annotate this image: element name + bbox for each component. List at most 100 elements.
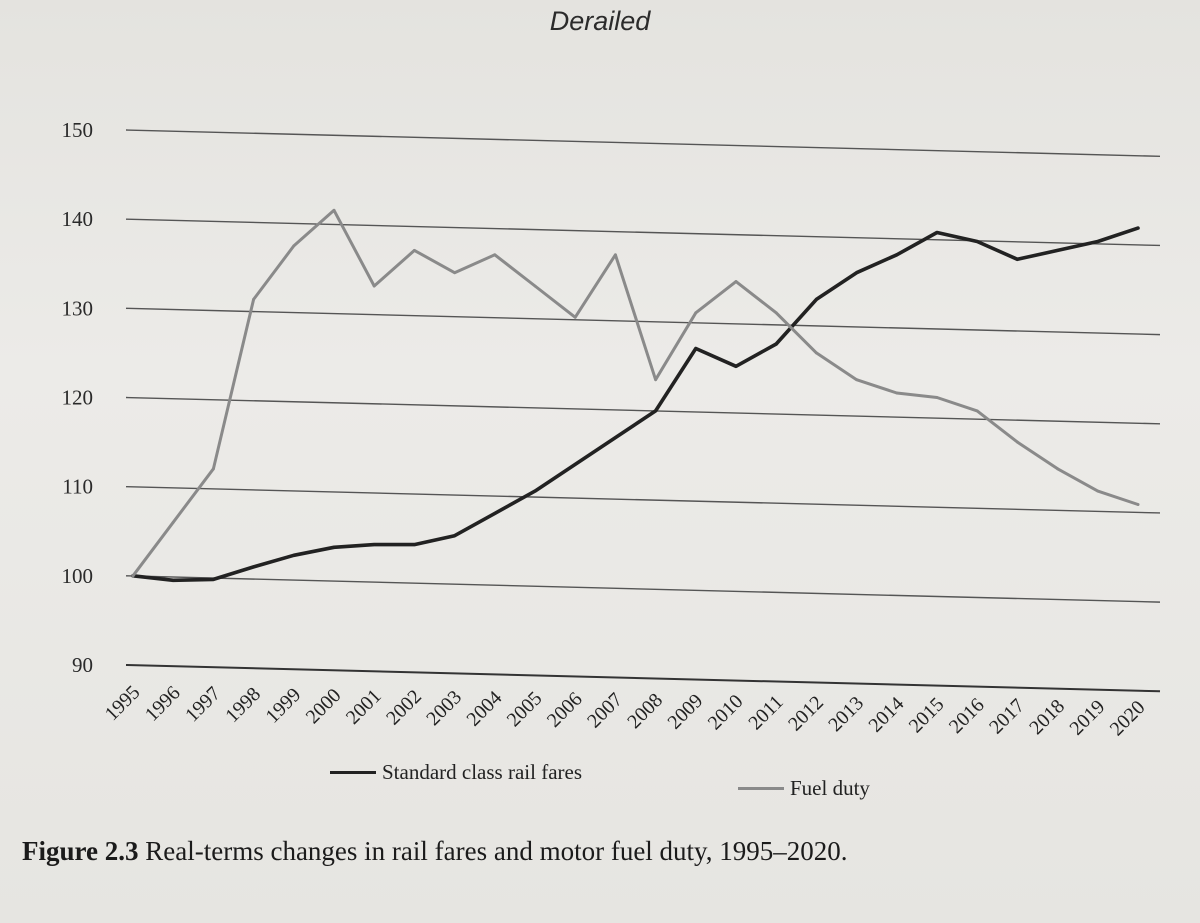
x-tick-label: 2016 <box>945 694 989 738</box>
legend-swatch-rail-fares <box>330 771 376 774</box>
gridline-150 <box>125 129 1161 157</box>
data-point-fuel-duty <box>1056 467 1059 471</box>
x-tick-label: 2004 <box>462 687 506 731</box>
data-point-fuel-duty <box>1016 440 1019 444</box>
data-point-rail-fares <box>212 578 215 581</box>
data-point-rail-fares <box>372 543 376 547</box>
data-point-rail-fares <box>815 298 818 301</box>
x-tick-label: 2005 <box>503 687 547 731</box>
data-point-fuel-duty <box>694 311 698 315</box>
y-tick-label: 150 <box>62 118 94 142</box>
gridline-110 <box>125 485 1161 514</box>
data-point-fuel-duty <box>573 315 577 319</box>
gridline-90 <box>125 664 1161 693</box>
data-point-rail-fares <box>654 409 657 413</box>
gridline-100 <box>125 575 1161 603</box>
data-point-rail-fares <box>774 342 778 346</box>
data-point-rail-fares <box>975 240 979 243</box>
data-point-rail-fares <box>573 462 577 466</box>
data-point-rail-fares <box>1016 257 1019 261</box>
y-tick-label: 140 <box>62 207 94 231</box>
x-axis-ticks: 1995199619971998199920002001200220032004… <box>101 681 1150 740</box>
x-tick-label: 1999 <box>261 684 305 728</box>
x-tick-label: 2006 <box>543 688 587 732</box>
x-tick-label: 2001 <box>342 685 386 729</box>
x-tick-label: 2019 <box>1065 696 1109 740</box>
data-point-rail-fares <box>292 553 296 557</box>
data-point-fuel-duty <box>332 208 336 212</box>
x-tick-label: 2007 <box>583 689 627 733</box>
series-line-rail-fares <box>131 226 1140 583</box>
x-tick-label: 2013 <box>824 692 868 736</box>
x-tick-label: 1995 <box>101 681 145 725</box>
x-tick-label: 2002 <box>382 686 426 730</box>
data-point-fuel-duty <box>453 271 456 275</box>
data-point-fuel-duty <box>131 574 135 578</box>
x-tick-label: 1997 <box>181 683 225 727</box>
figure-caption: Figure 2.3 Real-terms changes in rail fa… <box>22 836 848 867</box>
data-point-rail-fares <box>855 271 858 275</box>
x-tick-label: 2018 <box>1025 695 1069 739</box>
data-point-fuel-duty <box>252 298 256 301</box>
data-point-rail-fares <box>694 347 698 350</box>
data-point-rail-fares <box>413 543 416 547</box>
y-tick-label: 90 <box>72 653 93 677</box>
data-point-fuel-duty <box>292 244 296 248</box>
data-point-fuel-duty <box>533 284 537 288</box>
data-point-fuel-duty <box>413 248 416 252</box>
x-tick-label: 2012 <box>784 692 828 736</box>
data-point-rail-fares <box>935 231 939 234</box>
data-point-rail-fares <box>1096 240 1100 243</box>
data-point-rail-fares <box>453 534 456 538</box>
x-tick-label: 2003 <box>422 686 466 730</box>
data-point-rail-fares <box>252 565 256 569</box>
y-tick-label: 120 <box>62 386 94 410</box>
x-tick-label: 2008 <box>623 689 667 733</box>
y-tick-label: 100 <box>62 564 94 588</box>
data-point-fuel-duty <box>975 409 979 413</box>
y-tick-label: 110 <box>62 475 93 499</box>
data-point-fuel-duty <box>895 391 899 395</box>
data-point-fuel-duty <box>855 378 858 382</box>
data-point-rail-fares <box>171 578 175 582</box>
data-point-fuel-duty <box>1136 503 1140 506</box>
data-point-fuel-duty <box>935 396 939 399</box>
x-tick-label: 2015 <box>905 693 949 737</box>
data-point-rail-fares <box>493 512 497 515</box>
data-point-fuel-duty <box>734 280 738 283</box>
data-point-rail-fares <box>895 253 899 257</box>
x-tick-label: 2011 <box>744 691 787 734</box>
data-point-fuel-duty <box>493 253 497 257</box>
x-tick-label: 2017 <box>985 695 1029 739</box>
data-point-rail-fares <box>533 489 537 493</box>
running-head: Derailed <box>549 6 651 36</box>
data-point-fuel-duty <box>171 520 175 524</box>
data-point-fuel-duty <box>372 284 376 288</box>
x-tick-label: 2009 <box>663 690 707 734</box>
x-tick-label: 2000 <box>302 684 346 728</box>
data-point-fuel-duty <box>774 311 778 315</box>
legend-label-fuel-duty: Fuel duty <box>790 776 870 800</box>
data-point-fuel-duty <box>614 253 617 257</box>
data-point-rail-fares <box>1136 226 1140 230</box>
gridline-140 <box>125 218 1161 247</box>
data-point-rail-fares <box>332 545 336 549</box>
data-point-fuel-duty <box>654 378 657 382</box>
x-tick-label: 1996 <box>141 682 185 726</box>
y-axis-ticks: 90 100 110 120 130 140 150 <box>62 118 94 677</box>
figure-caption-text: Real-terms changes in rail fares and mot… <box>145 836 848 866</box>
data-point-rail-fares <box>734 364 738 368</box>
figure-label: Figure 2.3 <box>22 836 139 866</box>
legend-item-fuel-duty: Fuel duty <box>738 776 870 801</box>
x-tick-label: 1998 <box>221 683 265 727</box>
data-point-rail-fares <box>614 436 617 440</box>
data-point-fuel-duty <box>1096 489 1100 493</box>
legend-swatch-fuel-duty <box>738 787 784 790</box>
gridline-130 <box>125 307 1161 336</box>
x-tick-label: 2020 <box>1106 696 1150 740</box>
data-point-rail-fares <box>1056 248 1059 252</box>
x-tick-label: 2010 <box>704 690 748 734</box>
series-line-fuel-duty <box>131 208 1140 578</box>
